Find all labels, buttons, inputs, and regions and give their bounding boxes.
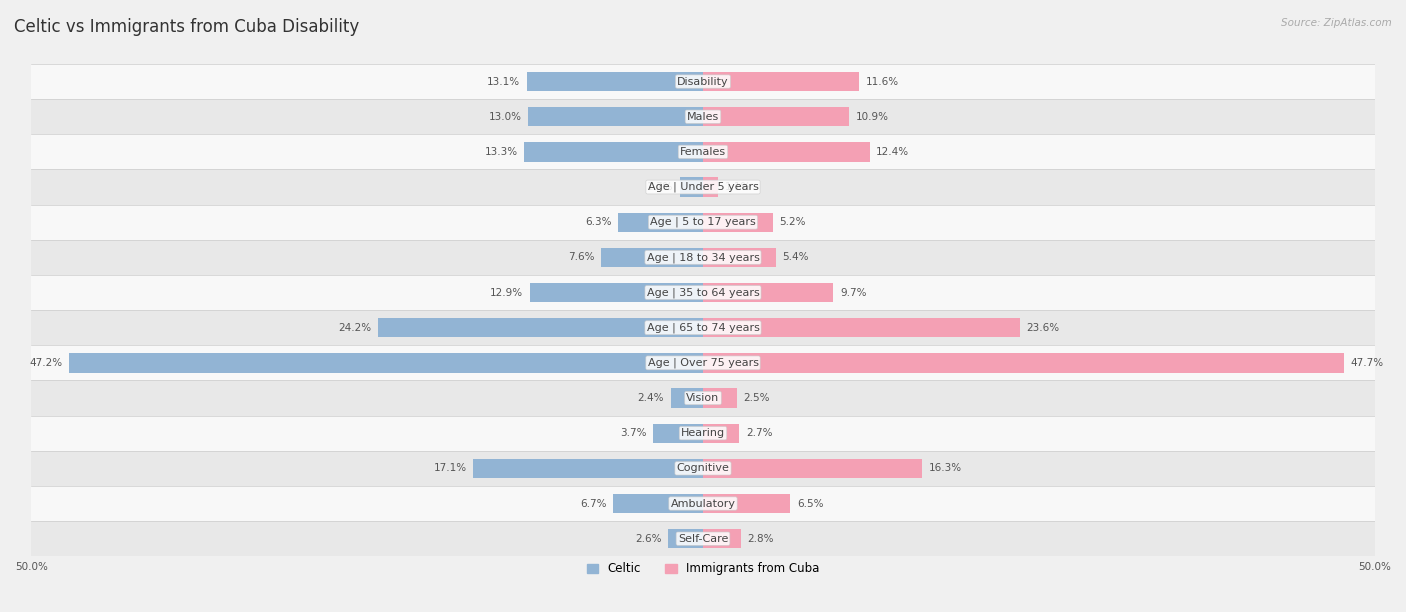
Text: Age | 18 to 34 years: Age | 18 to 34 years <box>647 252 759 263</box>
Bar <box>703 529 741 548</box>
Text: Age | 65 to 74 years: Age | 65 to 74 years <box>647 323 759 333</box>
Text: 2.7%: 2.7% <box>747 428 772 438</box>
Text: 5.4%: 5.4% <box>782 252 808 263</box>
Bar <box>529 107 703 126</box>
Text: Disability: Disability <box>678 76 728 86</box>
Text: 47.7%: 47.7% <box>1350 358 1384 368</box>
Bar <box>31 134 1375 170</box>
Bar <box>703 177 718 196</box>
Bar <box>31 381 1375 416</box>
Text: Age | Over 75 years: Age | Over 75 years <box>648 357 758 368</box>
Bar <box>703 72 859 91</box>
Text: 5.2%: 5.2% <box>779 217 806 227</box>
Text: 13.1%: 13.1% <box>488 76 520 86</box>
Bar <box>703 283 834 302</box>
Bar <box>613 494 703 513</box>
Text: Celtic vs Immigrants from Cuba Disability: Celtic vs Immigrants from Cuba Disabilit… <box>14 18 360 36</box>
Text: Ambulatory: Ambulatory <box>671 499 735 509</box>
Bar <box>600 248 703 267</box>
Bar <box>31 345 1375 381</box>
Bar <box>703 424 740 443</box>
Bar <box>703 318 1019 337</box>
Text: Females: Females <box>681 147 725 157</box>
Text: 9.7%: 9.7% <box>839 288 866 297</box>
Bar <box>654 424 703 443</box>
Bar <box>703 142 869 162</box>
Bar <box>671 389 703 408</box>
Text: 12.4%: 12.4% <box>876 147 910 157</box>
Bar <box>31 275 1375 310</box>
Text: Self-Care: Self-Care <box>678 534 728 543</box>
Bar <box>703 389 737 408</box>
Text: 1.1%: 1.1% <box>724 182 751 192</box>
Bar <box>31 99 1375 134</box>
Text: 10.9%: 10.9% <box>856 112 889 122</box>
Text: 24.2%: 24.2% <box>337 323 371 333</box>
Text: 47.2%: 47.2% <box>30 358 62 368</box>
Bar <box>681 177 703 196</box>
Bar <box>31 416 1375 451</box>
Text: 17.1%: 17.1% <box>433 463 467 473</box>
Text: 12.9%: 12.9% <box>489 288 523 297</box>
Bar <box>524 142 703 162</box>
Bar <box>31 170 1375 204</box>
Text: 13.3%: 13.3% <box>485 147 517 157</box>
Text: 7.6%: 7.6% <box>568 252 595 263</box>
Bar <box>474 458 703 478</box>
Bar <box>31 64 1375 99</box>
Text: Age | 5 to 17 years: Age | 5 to 17 years <box>650 217 756 228</box>
Bar <box>703 353 1344 373</box>
Text: Males: Males <box>688 112 718 122</box>
Bar <box>69 353 703 373</box>
Text: 2.8%: 2.8% <box>748 534 773 543</box>
Bar <box>31 521 1375 556</box>
Bar <box>703 494 790 513</box>
Text: Hearing: Hearing <box>681 428 725 438</box>
Bar <box>31 240 1375 275</box>
Text: 6.5%: 6.5% <box>797 499 824 509</box>
Text: 1.7%: 1.7% <box>647 182 673 192</box>
Text: 3.7%: 3.7% <box>620 428 647 438</box>
Text: 13.0%: 13.0% <box>489 112 522 122</box>
Bar <box>31 451 1375 486</box>
Text: Vision: Vision <box>686 393 720 403</box>
Bar <box>619 212 703 232</box>
Bar <box>668 529 703 548</box>
Bar <box>703 107 849 126</box>
Bar <box>31 486 1375 521</box>
Bar <box>31 310 1375 345</box>
Text: 16.3%: 16.3% <box>928 463 962 473</box>
Text: 11.6%: 11.6% <box>866 76 898 86</box>
Bar <box>378 318 703 337</box>
Bar <box>703 212 773 232</box>
Text: 2.6%: 2.6% <box>636 534 661 543</box>
Bar <box>530 283 703 302</box>
Text: 6.3%: 6.3% <box>585 217 612 227</box>
Text: 2.5%: 2.5% <box>744 393 770 403</box>
Bar <box>703 248 776 267</box>
Text: Age | Under 5 years: Age | Under 5 years <box>648 182 758 192</box>
Text: Age | 35 to 64 years: Age | 35 to 64 years <box>647 287 759 298</box>
Text: 6.7%: 6.7% <box>579 499 606 509</box>
Bar <box>703 458 922 478</box>
Bar <box>31 204 1375 240</box>
Legend: Celtic, Immigrants from Cuba: Celtic, Immigrants from Cuba <box>582 558 824 580</box>
Text: Cognitive: Cognitive <box>676 463 730 473</box>
Text: 23.6%: 23.6% <box>1026 323 1060 333</box>
Text: Source: ZipAtlas.com: Source: ZipAtlas.com <box>1281 18 1392 28</box>
Bar <box>527 72 703 91</box>
Text: 2.4%: 2.4% <box>637 393 664 403</box>
